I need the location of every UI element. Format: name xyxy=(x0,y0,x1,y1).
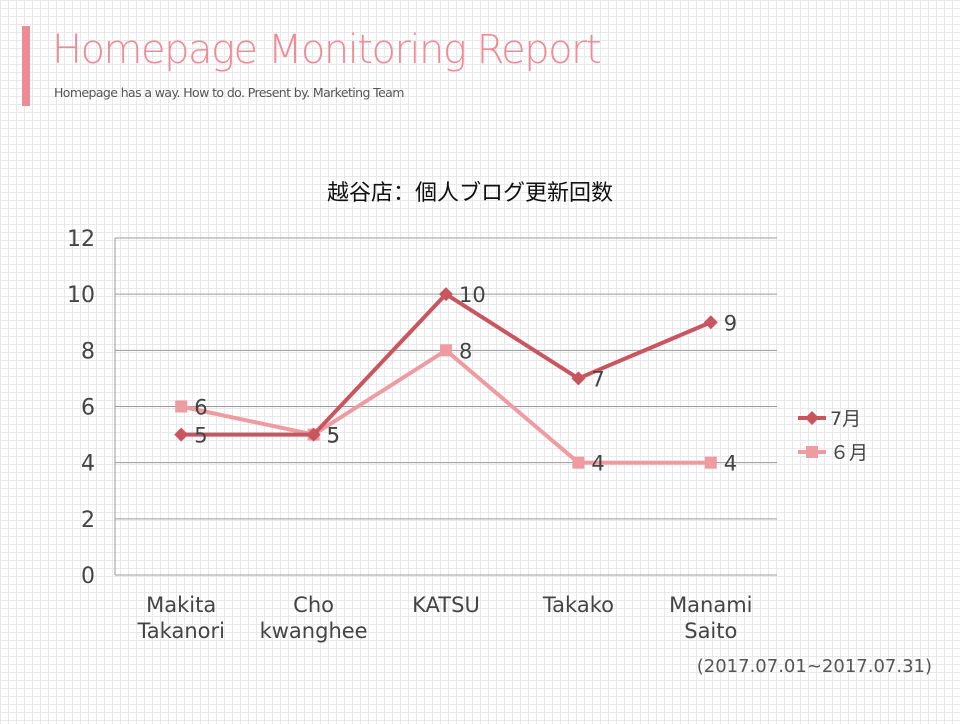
y-tick-label: 2 xyxy=(81,508,95,533)
y-tick-label: 12 xyxy=(67,227,95,252)
chart-title: 越谷店：個人ブログ更新回数 xyxy=(327,181,613,206)
data-point xyxy=(440,344,452,357)
x-tick-label: kwanghee xyxy=(260,619,368,643)
x-tick-label: KATSU xyxy=(412,593,480,617)
y-tick-label: 10 xyxy=(67,283,95,308)
date-range: (2017.07.01~2017.07.31) xyxy=(696,656,932,677)
y-tick-label: 6 xyxy=(81,396,95,421)
y-tick-label: 0 xyxy=(81,564,95,589)
legend-marker xyxy=(806,446,818,458)
data-point xyxy=(306,427,321,442)
x-tick-label: Takako xyxy=(542,593,614,617)
data-label: 9 xyxy=(724,311,737,335)
report-title: Homepage Monitoring Report xyxy=(52,27,602,73)
x-tick-label: Saito xyxy=(684,619,737,643)
data-label: 5 xyxy=(194,424,207,448)
data-point xyxy=(571,371,586,386)
data-point xyxy=(704,456,717,469)
series-1: 6 5 8 4 4 xyxy=(175,339,737,476)
y-tick-label: 4 xyxy=(81,452,95,477)
data-label: 8 xyxy=(459,339,472,363)
y-axis-tick-labels: 0 2 4 6 8 10 12 xyxy=(67,227,95,589)
legend-marker xyxy=(805,411,819,425)
gridlines xyxy=(114,237,777,576)
report-subtitle: Homepage has a way. How to do. Present b… xyxy=(54,85,404,100)
x-tick-label: Makita xyxy=(146,593,216,617)
legend-label: 7月 xyxy=(830,408,861,430)
data-label: 6 xyxy=(194,396,207,420)
data-label: 5 xyxy=(327,424,340,448)
data-point xyxy=(175,400,188,413)
data-label: 4 xyxy=(591,452,604,476)
legend-item: 7月 xyxy=(798,408,861,430)
x-tick-label: Takanori xyxy=(136,619,225,643)
x-tick-label: Cho xyxy=(293,593,334,617)
legend: 7月 ６月 xyxy=(798,408,868,464)
data-point xyxy=(572,456,585,469)
data-point xyxy=(703,315,718,330)
x-tick-label: Manami xyxy=(669,593,752,617)
data-point xyxy=(439,287,453,302)
data-label: 5 xyxy=(327,424,340,448)
legend-label: ６月 xyxy=(830,442,868,464)
data-point xyxy=(174,427,189,442)
data-label: 10 xyxy=(459,283,486,307)
series-0: 5 5 10 7 9 xyxy=(174,283,737,448)
y-tick-label: 8 xyxy=(81,339,95,364)
data-label: 7 xyxy=(591,367,604,391)
data-label: 4 xyxy=(724,452,737,476)
series-line xyxy=(181,292,712,437)
legend-item: ６月 xyxy=(798,442,868,464)
title-accent-bar xyxy=(22,26,30,106)
